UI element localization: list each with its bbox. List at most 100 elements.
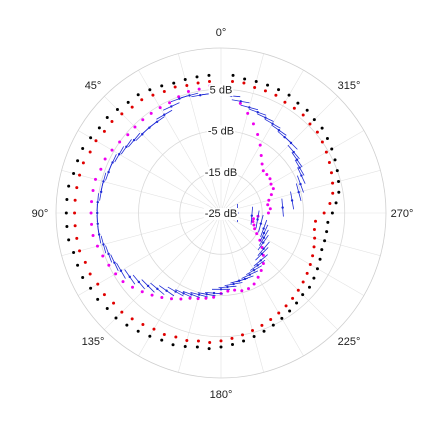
data-point <box>251 122 255 126</box>
data-point <box>146 284 150 288</box>
data-point <box>320 248 324 252</box>
data-point <box>259 268 263 272</box>
data-point <box>188 94 191 97</box>
data-point <box>295 301 299 305</box>
data-point <box>162 90 166 93</box>
data-point <box>296 101 300 105</box>
data-point <box>125 145 128 148</box>
angle-tick-label: 180° <box>210 389 233 401</box>
data-point <box>253 85 257 89</box>
data-point <box>252 217 255 221</box>
angle-tick-label: 90° <box>32 208 49 220</box>
data-point <box>277 88 281 92</box>
data-point <box>96 297 100 301</box>
data-point <box>301 113 305 117</box>
data-point <box>262 329 266 333</box>
data-point <box>174 335 178 339</box>
data-point <box>330 211 334 215</box>
data-point <box>308 122 312 126</box>
data-point <box>148 126 151 129</box>
data-point <box>283 135 286 139</box>
data-point <box>99 190 103 194</box>
data-point <box>240 289 244 293</box>
data-point <box>170 297 173 301</box>
data-point <box>75 186 79 190</box>
data-point <box>160 338 164 342</box>
data-point <box>231 343 234 346</box>
data-point <box>327 160 331 164</box>
data-point <box>78 249 82 253</box>
data-point <box>120 310 124 314</box>
data-point <box>301 293 305 297</box>
data-point <box>113 261 116 264</box>
data-point <box>126 133 130 137</box>
data-point <box>250 214 254 217</box>
data-point <box>337 190 341 194</box>
data-point <box>331 181 335 185</box>
data-point <box>254 80 258 84</box>
data-point <box>322 211 326 215</box>
data-point <box>231 73 235 77</box>
data-point <box>292 150 295 154</box>
data-point <box>97 233 101 236</box>
data-point <box>90 200 94 204</box>
data-point <box>131 285 135 289</box>
data-point <box>274 93 278 97</box>
data-point <box>252 335 256 339</box>
data-point <box>89 136 93 140</box>
data-point <box>141 118 145 122</box>
data-point <box>102 180 105 183</box>
data-point <box>252 268 256 272</box>
data-point <box>140 290 144 294</box>
data-point <box>136 93 140 97</box>
data-point <box>242 81 246 85</box>
data-point <box>96 201 99 204</box>
data-point <box>195 75 199 79</box>
data-point <box>312 227 316 231</box>
data-point <box>89 286 93 290</box>
radial-label-background <box>208 84 234 97</box>
angle-tick-label: 315° <box>338 80 361 92</box>
data-point <box>325 230 329 234</box>
data-point <box>262 247 265 250</box>
data-point <box>90 222 94 226</box>
data-point <box>185 84 189 87</box>
data-point <box>226 285 229 289</box>
data-point <box>243 77 247 81</box>
data-point <box>208 340 212 344</box>
data-point <box>326 220 330 224</box>
angle-tick-label: 45° <box>85 80 102 92</box>
data-point <box>96 222 99 225</box>
data-point <box>269 318 273 322</box>
data-point <box>199 93 202 97</box>
data-point <box>259 154 263 158</box>
data-point <box>136 329 140 333</box>
data-point <box>186 89 190 93</box>
data-point <box>178 97 181 100</box>
data-point <box>76 159 80 163</box>
data-point <box>207 73 211 77</box>
data-point <box>315 130 319 134</box>
data-point <box>81 147 85 150</box>
data-point <box>334 201 338 205</box>
data-point <box>320 126 324 130</box>
data-point <box>301 280 305 284</box>
data-point <box>238 101 242 105</box>
data-point <box>156 287 159 291</box>
data-point <box>151 93 155 97</box>
data-point <box>287 93 291 97</box>
data-point <box>81 276 85 279</box>
data-point <box>246 111 250 115</box>
data-point <box>263 89 267 93</box>
data-point <box>256 218 259 221</box>
data-point <box>331 191 335 195</box>
data-point <box>333 158 337 162</box>
data-point <box>267 198 271 202</box>
angle-tick-labels: 0° 45° 90° 135° 180° 225° 270° 315° <box>32 27 414 401</box>
angle-tick-label: 270° <box>391 208 414 220</box>
data-point <box>120 112 124 116</box>
data-point <box>265 173 269 177</box>
data-point <box>163 113 166 116</box>
data-point <box>280 316 284 320</box>
